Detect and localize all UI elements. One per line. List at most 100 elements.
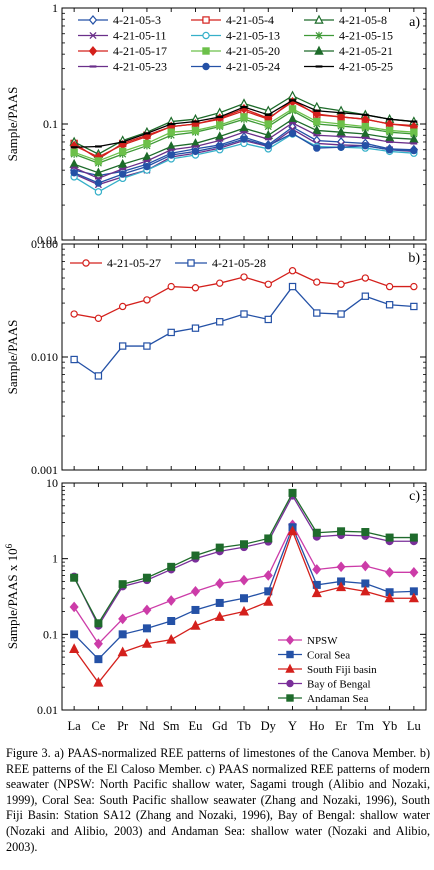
data-point — [214, 611, 225, 621]
data-point — [287, 525, 298, 536]
legend-marker — [202, 16, 210, 24]
legend-label: 4-21-05-23 — [113, 60, 167, 74]
legend-marker — [82, 259, 90, 267]
data-point — [240, 113, 248, 121]
legend-label: Andaman Sea — [307, 693, 369, 705]
legend-label: 4-21-05-13 — [226, 29, 280, 43]
data-point — [118, 147, 127, 156]
data-point — [94, 157, 103, 165]
data-point — [215, 598, 224, 607]
legend-label: 4-21-05-3 — [113, 13, 161, 27]
series — [70, 282, 418, 380]
panel-label: a) — [409, 15, 420, 30]
x-tick-label: Tm — [357, 719, 375, 733]
data-point — [336, 126, 346, 136]
x-tick-label: Ce — [91, 719, 105, 733]
legend: 4-21-05-3 4-21-05-4 4-21-05-84-21-05-11 4-2… — [78, 13, 393, 74]
data-point — [288, 105, 297, 113]
data-point — [360, 560, 370, 572]
data-point — [264, 280, 272, 288]
data-point — [240, 594, 249, 603]
x-tick-label: Eu — [189, 719, 204, 733]
data-point — [337, 527, 346, 536]
data-point — [70, 355, 78, 364]
data-point — [191, 551, 200, 560]
data-point — [94, 314, 103, 323]
data-point — [264, 534, 273, 543]
chart-panel-1: 0.01 0.1 1 Sample/PAAS a) 4-21-05-3 4-21-05-4 4… — [5, 1, 427, 247]
legend-marker — [285, 663, 295, 673]
data-point — [311, 587, 322, 598]
data-point — [215, 578, 225, 589]
legend-label: 4-21-05-15 — [339, 29, 393, 43]
data-point — [385, 282, 394, 291]
data-point — [166, 595, 176, 606]
series-line — [73, 285, 414, 377]
y-tick-label: 0.01 — [37, 703, 58, 717]
data-point — [410, 282, 418, 291]
y-tick-label: 0.1 — [43, 627, 58, 641]
data-point — [263, 570, 273, 581]
data-point — [69, 643, 80, 653]
data-point — [70, 573, 79, 582]
data-point — [118, 580, 127, 589]
legend-marker — [314, 45, 324, 55]
data-point — [361, 292, 370, 300]
x-tick-label: Ho — [309, 719, 324, 733]
data-point — [312, 528, 321, 537]
data-point — [337, 143, 345, 151]
y-axis-label: Sample/PAAS — [5, 320, 20, 395]
legend-label: NPSW — [307, 635, 338, 647]
legend-label: 4-21-05-17 — [113, 44, 167, 58]
data-point — [361, 142, 370, 150]
data-point — [70, 630, 79, 639]
data-point — [167, 617, 176, 626]
data-point — [191, 324, 200, 332]
x-tick-label: Y — [288, 719, 297, 733]
data-point — [94, 619, 103, 628]
data-point — [360, 585, 371, 596]
data-point — [216, 279, 224, 287]
legend-label: 4-21-05-20 — [226, 44, 280, 58]
data-point — [361, 274, 370, 282]
data-point — [190, 619, 201, 630]
data-point — [191, 605, 200, 614]
legend-marker — [187, 259, 195, 267]
data-point — [337, 120, 345, 128]
data-point — [191, 284, 200, 292]
data-point — [240, 310, 248, 318]
data-point — [264, 142, 272, 150]
data-point — [117, 646, 128, 657]
data-point — [287, 113, 298, 123]
y-axis-label-superscript: 6 — [4, 543, 14, 548]
x-tick-label: Sm — [163, 719, 180, 733]
panel-label: c) — [409, 489, 420, 504]
data-point — [70, 148, 78, 157]
legend-label: 4-21-05-11 — [113, 29, 167, 43]
data-point — [240, 135, 248, 143]
legend-marker — [286, 694, 294, 702]
data-point — [93, 638, 103, 650]
legend-label: 4-21-05-21 — [339, 44, 393, 58]
y-tick-label: 0.01 — [37, 233, 58, 247]
legend-label: South Fiji basin — [307, 664, 377, 676]
legend: 4-21-05-27 4-21-05-28 — [70, 256, 266, 270]
legend-label: 4-21-05-24 — [226, 60, 280, 74]
data-point — [385, 301, 394, 309]
data-point — [335, 581, 347, 592]
data-point — [385, 533, 394, 542]
data-point — [69, 601, 79, 613]
y-tick-label: 1 — [52, 552, 58, 566]
data-point — [142, 604, 152, 616]
data-point — [167, 562, 176, 571]
data-point — [143, 162, 151, 171]
series — [69, 113, 419, 177]
legend-marker — [286, 650, 294, 659]
panel-label: b) — [408, 251, 420, 266]
data-point — [239, 122, 249, 132]
legend-marker — [314, 14, 324, 24]
data-point — [263, 595, 274, 606]
data-point — [215, 543, 224, 552]
data-point — [409, 566, 419, 578]
